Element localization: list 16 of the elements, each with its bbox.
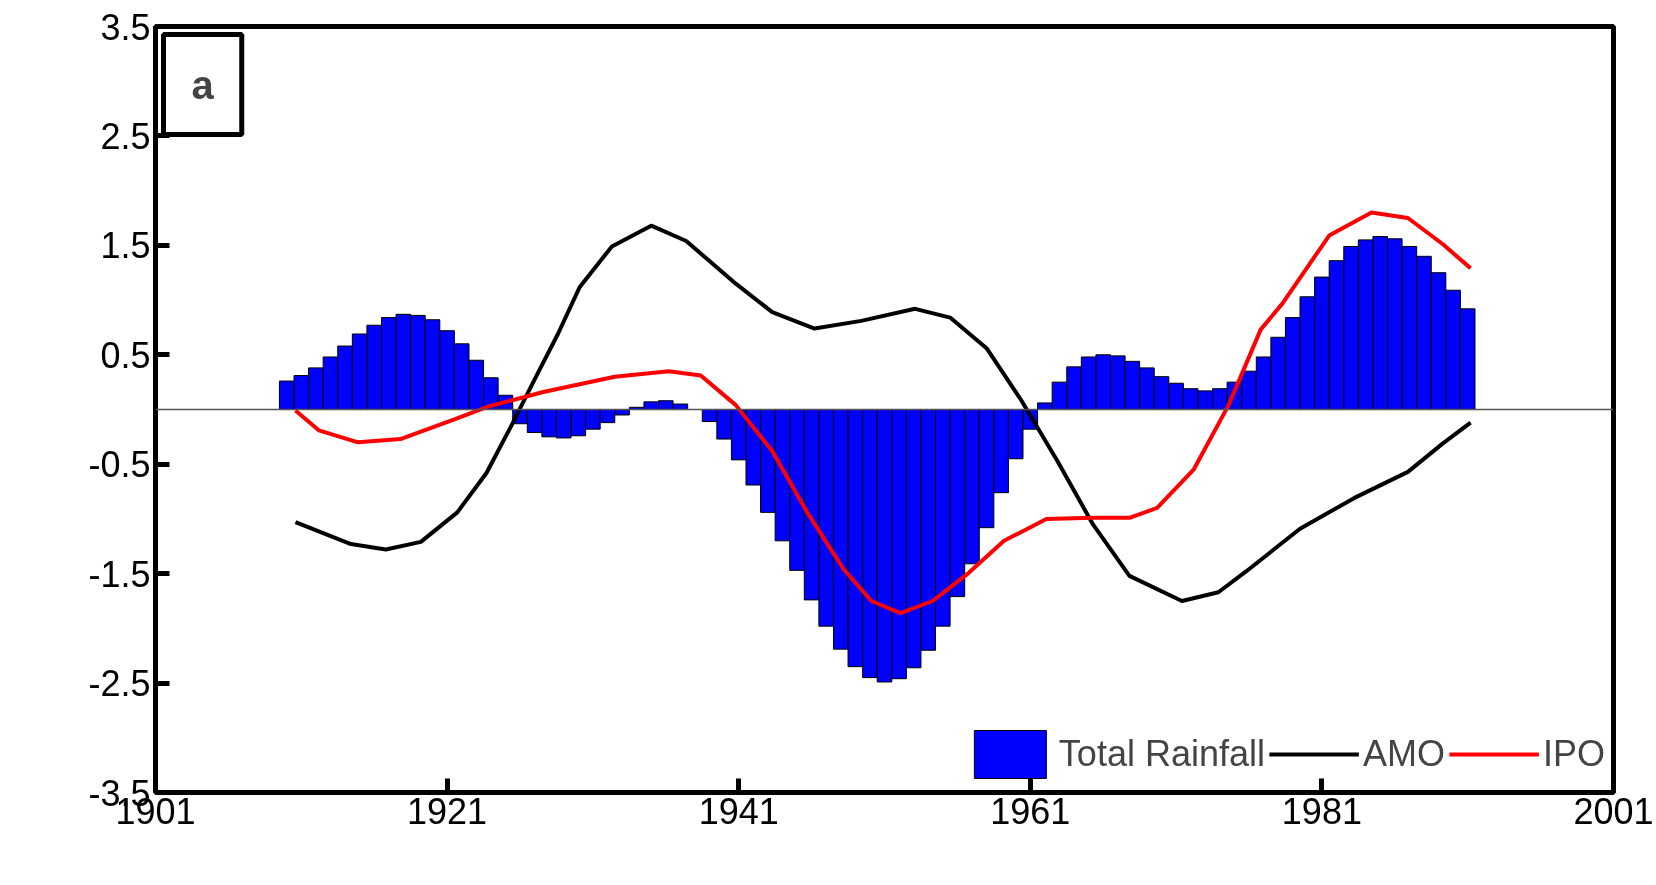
y-tick-label: 0.5 <box>100 334 151 376</box>
x-tick-label: 2001 <box>1573 790 1654 832</box>
x-tick-label: 1961 <box>990 790 1071 832</box>
legend-label: IPO <box>1542 733 1605 775</box>
y-tick-label: -0.5 <box>88 444 151 486</box>
legend-label: AMO <box>1362 733 1445 775</box>
y-tick-label: 2.5 <box>100 115 151 157</box>
x-tick-label: 1921 <box>407 790 488 832</box>
legend-label: Total Rainfall <box>1058 733 1265 775</box>
y-tick-label: -1.5 <box>88 553 151 595</box>
x-tick-label: 1941 <box>698 790 779 832</box>
y-tick-label: -2.5 <box>88 663 151 705</box>
y-tick-label: 1.5 <box>100 225 151 267</box>
x-tick-label: 1981 <box>1281 790 1362 832</box>
annotation: a <box>191 62 215 107</box>
y-tick-label: 3.5 <box>100 6 151 48</box>
